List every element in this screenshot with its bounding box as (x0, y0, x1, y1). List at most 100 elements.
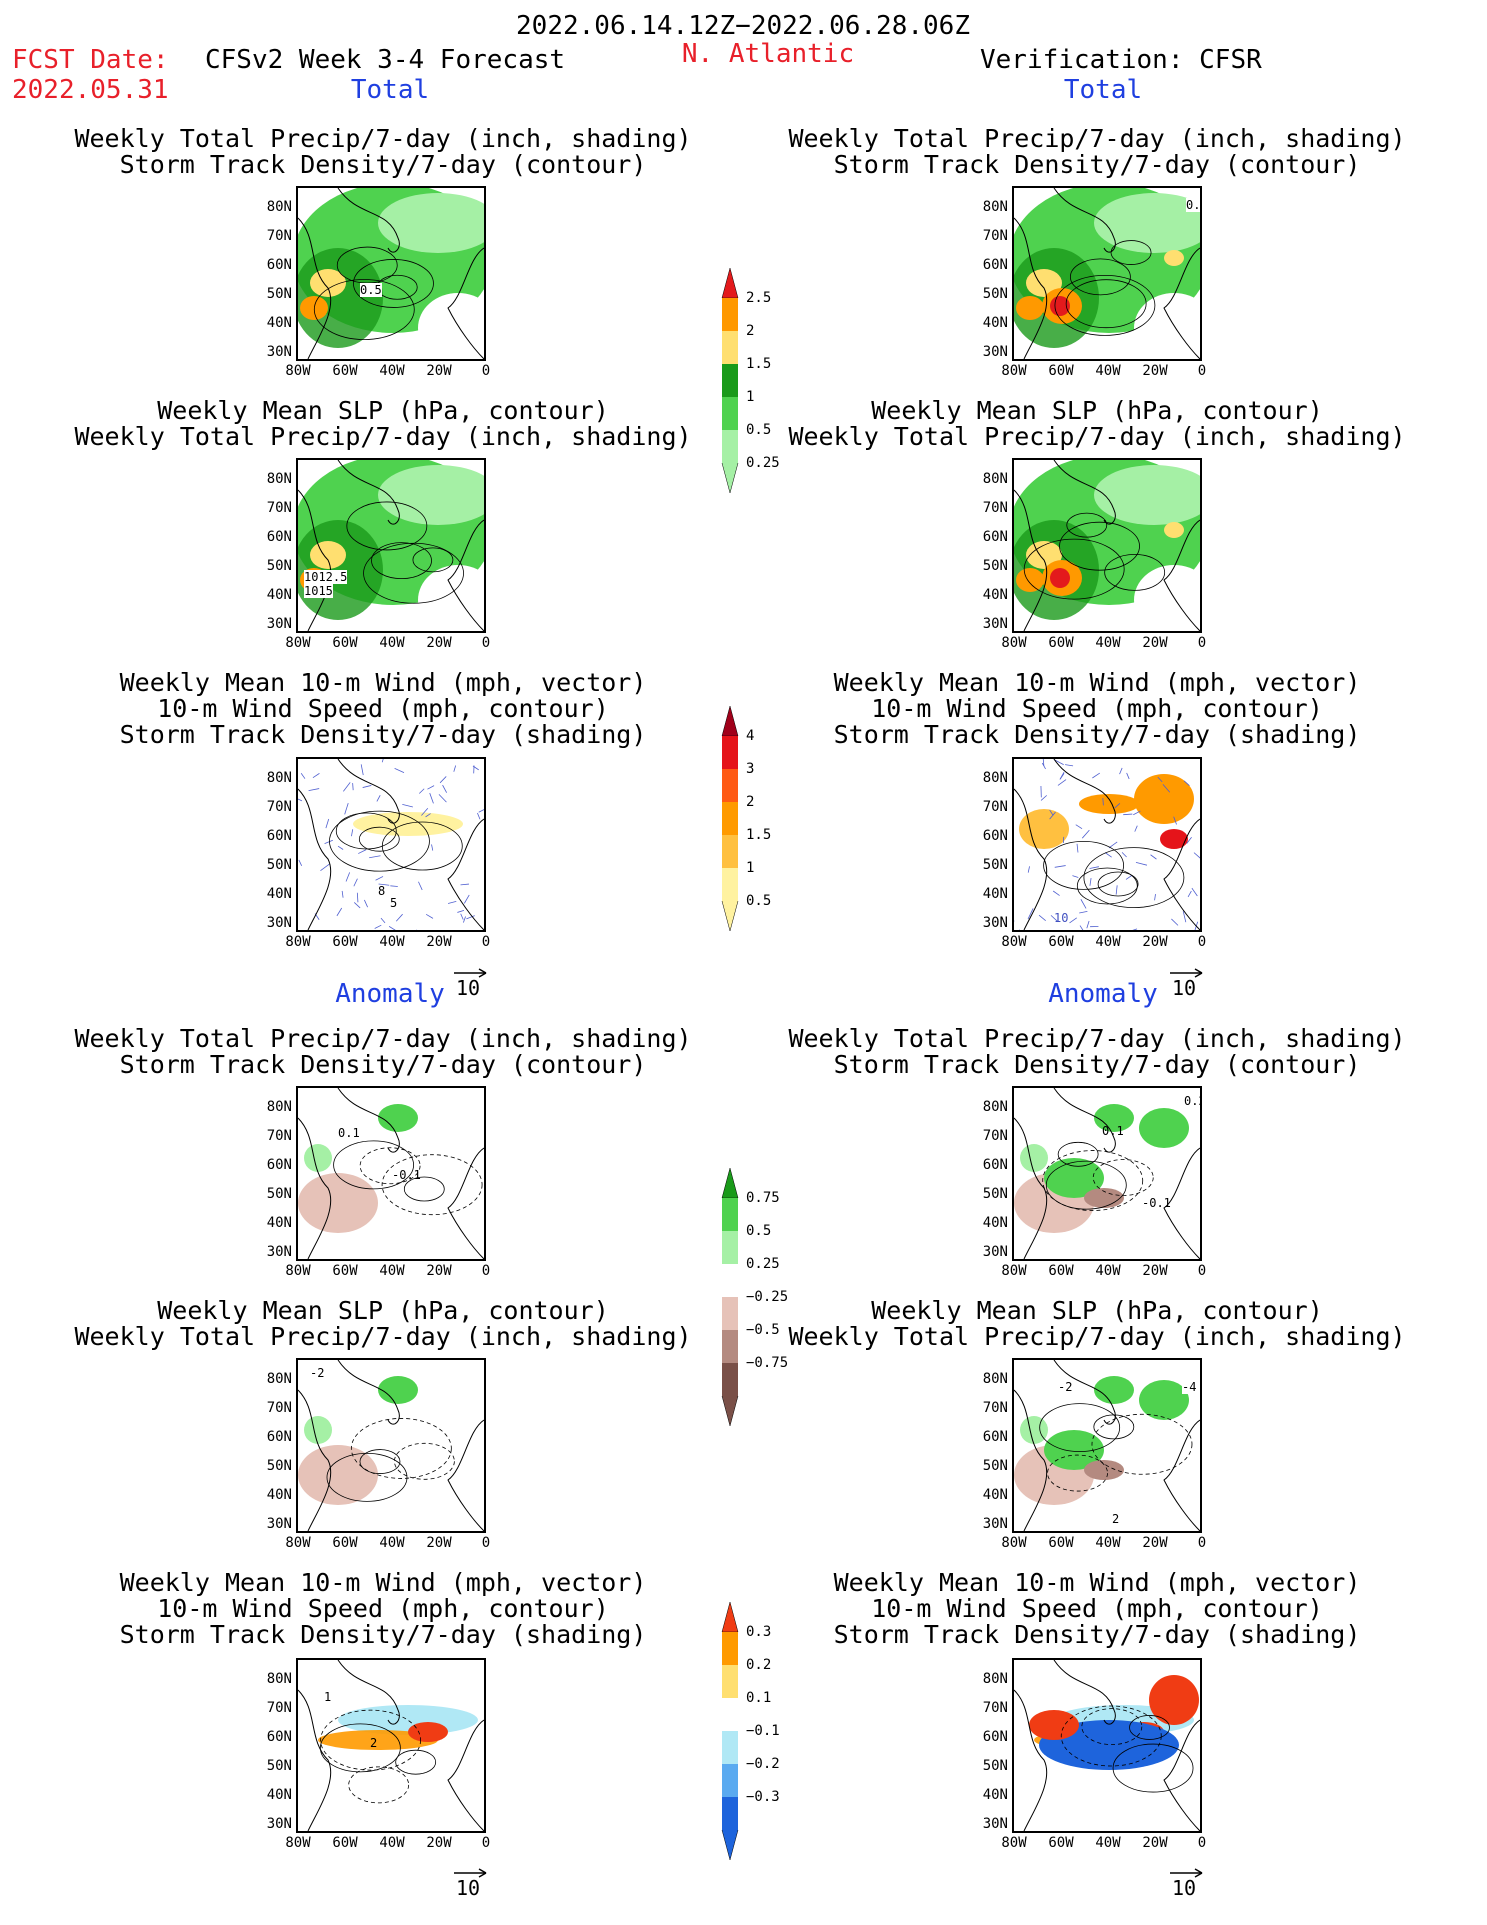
lat-tick-label: 60N (982, 1729, 1008, 1745)
lon-tick-label: 40W (1095, 363, 1121, 379)
lat-tick-label: 50N (266, 558, 292, 574)
lon-tick-label: 40W (379, 635, 405, 651)
vector-reference-right-total: 10 (1168, 966, 1208, 1002)
lat-tick-label: 60N (982, 529, 1008, 545)
lat-tick-label: 70N (982, 500, 1008, 516)
lat-tick-label: 80N (982, 770, 1008, 786)
title-r2: Weekly Mean SLP (hPa, contour) Weekly Tot… (788, 396, 1406, 451)
colorbar-label: 1.5 (746, 356, 772, 372)
lat-tick-label: 80N (982, 471, 1008, 487)
lat-tick-label: 30N (266, 344, 292, 360)
colorbar-label: −0.3 (746, 1789, 780, 1805)
lon-tick-label: 20W (426, 1263, 452, 1279)
contour-label: 0.1 (338, 1126, 360, 1140)
lon-tick-label: 0 (481, 1835, 491, 1851)
map-left-precip-track-anom: 0.1 -0.1 (296, 1086, 486, 1261)
fcst-date-value: 2022.05.31 (12, 75, 169, 105)
lon-tick-label: 0 (481, 363, 491, 379)
map-right-slp-precip-total (1012, 458, 1202, 633)
lat-tick-label: 70N (266, 1700, 292, 1716)
lat-tick-label: 40N (266, 587, 292, 603)
lat-tick-label: 80N (266, 1371, 292, 1387)
lat-tick-label: 60N (266, 529, 292, 545)
lat-tick-label: 80N (982, 1099, 1008, 1115)
lat-tick-label: 80N (982, 1371, 1008, 1387)
lon-tick-label: 60W (332, 635, 358, 651)
lat-tick-label: 40N (266, 315, 292, 331)
lat-tick-label: 50N (982, 1186, 1008, 1202)
title-r4: Weekly Total Precip/7-day (inch, shading… (788, 1024, 1406, 1079)
lat-tick-label: 70N (982, 1400, 1008, 1416)
section-anomaly-left: Anomaly (335, 979, 445, 1009)
colorbar-label: −0.75 (746, 1355, 789, 1371)
map-right-precip-track-anom: 0.2 0.1 -0.1 (1012, 1086, 1202, 1261)
lon-tick-label: 0 (481, 1263, 491, 1279)
lat-tick-label: 80N (266, 1099, 292, 1115)
lat-tick-label: 30N (982, 616, 1008, 632)
lon-tick-label: 60W (1048, 1535, 1074, 1551)
lat-tick-label: 30N (266, 915, 292, 931)
lon-tick-label: 40W (1095, 1835, 1121, 1851)
colorbar-label: −0.25 (746, 1289, 789, 1305)
lat-tick-label: 70N (982, 1700, 1008, 1716)
lat-tick-label: 70N (266, 799, 292, 815)
contour-label: -2 (310, 1366, 325, 1380)
lon-tick-label: 80W (1001, 363, 1027, 379)
date-range: 2022.06.14.12Z−2022.06.28.06Z (516, 11, 970, 41)
lat-tick-label: 40N (266, 1487, 292, 1503)
lon-tick-label: 20W (426, 363, 452, 379)
lon-tick-label: 60W (1048, 635, 1074, 651)
contour-label: -0.1 (1142, 1196, 1171, 1210)
lon-tick-label: 20W (1142, 363, 1168, 379)
colorbar-label: 0.75 (746, 1190, 780, 1206)
colorbar-label: 1 (746, 389, 755, 405)
lat-tick-label: 70N (266, 228, 292, 244)
colorbar-label: −0.2 (746, 1756, 780, 1772)
lon-tick-label: 0 (481, 934, 491, 950)
lat-tick-label: 30N (982, 1244, 1008, 1260)
lon-tick-label: 40W (379, 1535, 405, 1551)
colorbar-label: 4 (746, 728, 755, 744)
contour-label: 1012.5 (304, 570, 348, 584)
contour-label: 10 (1054, 911, 1069, 925)
vector-reference-left-total: 10 (452, 966, 492, 1002)
lat-tick-label: 80N (982, 199, 1008, 215)
lat-tick-label: 40N (982, 886, 1008, 902)
colorbar-label: 0.3 (746, 1624, 772, 1640)
lon-tick-label: 60W (1048, 363, 1074, 379)
lon-tick-label: 40W (379, 363, 405, 379)
vector-reference-value: 10 (456, 976, 481, 1000)
lon-tick-label: 40W (1095, 1535, 1121, 1551)
contour-label: 0.2 (1184, 1094, 1200, 1108)
lon-tick-label: 40W (379, 1263, 405, 1279)
lon-tick-label: 80W (285, 934, 311, 950)
title-l4: Weekly Total Precip/7-day (inch, shading… (74, 1024, 692, 1079)
lat-tick-label: 60N (982, 828, 1008, 844)
lat-tick-label: 40N (982, 1215, 1008, 1231)
lat-tick-label: 30N (982, 1516, 1008, 1532)
contour-label: 0.1 (1102, 1124, 1124, 1138)
lat-tick-label: 30N (266, 1244, 292, 1260)
lon-tick-label: 60W (1048, 934, 1074, 950)
map-right-wind-total: 10 (1012, 757, 1202, 932)
lat-tick-label: 50N (982, 1758, 1008, 1774)
lon-tick-label: 60W (332, 1263, 358, 1279)
lon-tick-label: 60W (332, 363, 358, 379)
lat-tick-label: 50N (266, 1458, 292, 1474)
lat-tick-label: 40N (982, 587, 1008, 603)
map-right-wind-anom (1012, 1658, 1202, 1833)
lon-tick-label: 20W (1142, 635, 1168, 651)
lon-tick-label: 80W (1001, 635, 1027, 651)
lon-tick-label: 60W (332, 1535, 358, 1551)
region-title: N. Atlantic (681, 39, 855, 69)
lat-tick-label: 60N (982, 1429, 1008, 1445)
contour-label: 2 (370, 1736, 378, 1750)
lon-tick-label: 40W (379, 1835, 405, 1851)
colorbar-label: 0.25 (746, 1256, 780, 1272)
contour-label: 1 (324, 1690, 332, 1704)
vector-reference-left-anom: 10 (452, 1866, 492, 1902)
lat-tick-label: 70N (266, 500, 292, 516)
lat-tick-label: 50N (982, 286, 1008, 302)
lat-tick-label: 70N (982, 1128, 1008, 1144)
lon-tick-label: 20W (426, 1835, 452, 1851)
